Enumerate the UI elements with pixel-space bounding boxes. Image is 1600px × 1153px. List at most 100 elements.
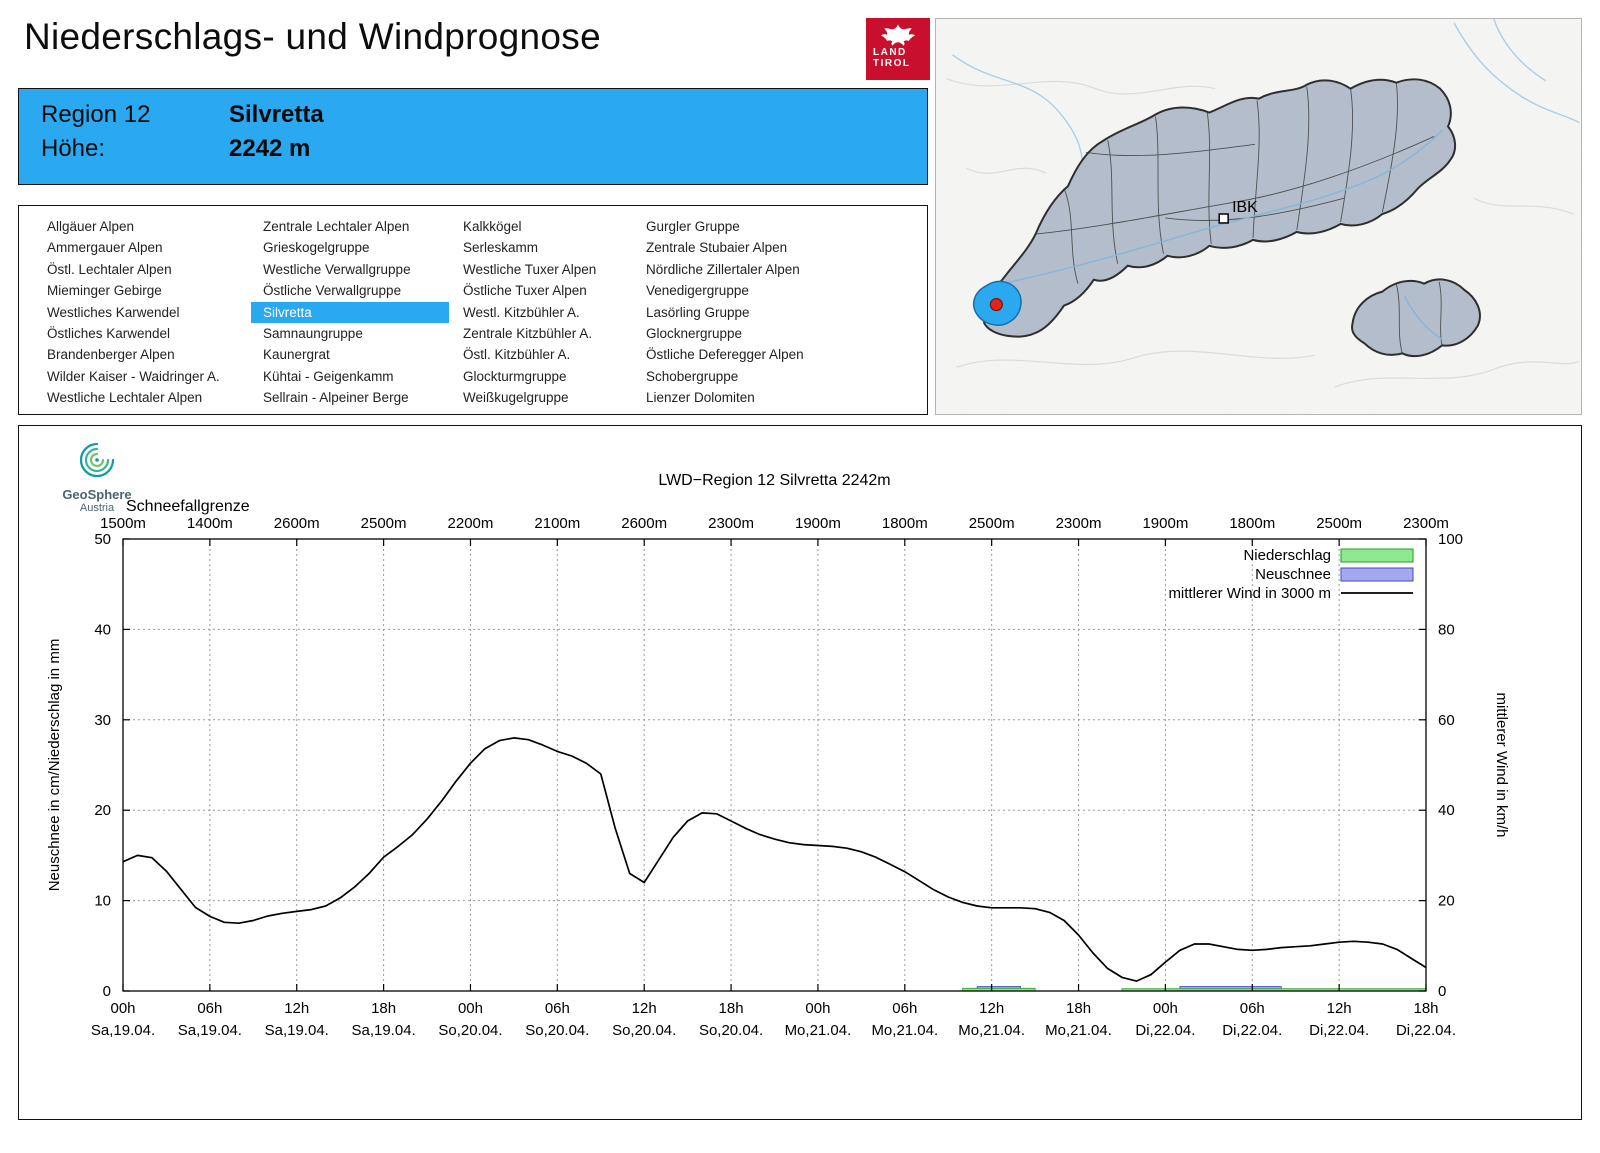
region-list-column: Allgäuer Alpen Ammergauer Alpen Östl. Lech… <box>35 216 251 409</box>
svg-text:LWD−Region 12 Silvretta 2242m: LWD−Region 12 Silvretta 2242m <box>658 472 890 489</box>
region-list-item[interactable]: Westl. Kitzbühler A. <box>463 304 580 320</box>
region-list-item[interactable]: Schobergruppe <box>646 368 739 384</box>
region-list-item[interactable]: Kühtai - Geigenkamm <box>263 368 394 384</box>
region-list-item[interactable]: Grieskogelgruppe <box>263 240 370 256</box>
svg-text:2300m: 2300m <box>1403 515 1449 532</box>
region-list-item[interactable]: Lienzer Dolomiten <box>646 390 755 406</box>
svg-text:Mo,21.04.: Mo,21.04. <box>871 1022 938 1039</box>
svg-text:Niederschlag: Niederschlag <box>1243 547 1331 564</box>
svg-text:Di,22.04.: Di,22.04. <box>1135 1022 1195 1039</box>
svg-text:Sa,19.04.: Sa,19.04. <box>351 1022 415 1039</box>
region-list-item[interactable]: Östliches Karwendel <box>47 326 171 342</box>
map-ridges <box>946 78 1579 388</box>
region-list-item[interactable]: Zentrale Lechtaler Alpen <box>263 219 410 234</box>
svg-text:Neuschnee in cm/Niederschlag i: Neuschnee in cm/Niederschlag in mm <box>46 639 63 892</box>
geosphere-swirl-icon <box>79 442 115 478</box>
geosphere-logo: GeoSphere Austria <box>45 440 149 514</box>
svg-text:00h: 00h <box>1153 1000 1178 1017</box>
forecast-chart-svg: LWD−Region 12 Silvretta 2242m Schneefallg… <box>46 472 1510 1039</box>
region-list-column: Zentrale Lechtaler Alpen Grieskogelgruppe… <box>251 216 449 409</box>
svg-text:00h: 00h <box>110 1000 135 1017</box>
region-name-value: Silvretta <box>229 101 324 128</box>
elevation-label: Höhe: <box>41 135 106 162</box>
region-list-item[interactable]: Zentrale Stubaier Alpen <box>646 240 788 256</box>
region-list-item[interactable]: Westliche Lechtaler Alpen <box>47 390 203 406</box>
svg-text:00h: 00h <box>805 1000 830 1017</box>
svg-text:Sa,19.04.: Sa,19.04. <box>91 1022 155 1039</box>
region-list-item[interactable]: Östliche Verwallgruppe <box>263 283 402 299</box>
svg-text:60: 60 <box>1438 712 1455 729</box>
region-list: Allgäuer Alpen Ammergauer Alpen Östl. Lech… <box>18 205 928 415</box>
svg-text:Mo,21.04.: Mo,21.04. <box>1045 1022 1112 1039</box>
region-list-item[interactable]: Westliche Tuxer Alpen <box>463 261 597 277</box>
svg-text:2500m: 2500m <box>361 515 407 532</box>
region-list-column: Kalkkögel Serleskamm Westliche Tuxer Alpen… <box>451 216 643 409</box>
map-inn-river <box>1002 129 1443 340</box>
map-region-borders <box>1036 82 1435 284</box>
svg-text:80: 80 <box>1438 621 1455 638</box>
tirol-eagle-icon <box>880 24 916 46</box>
region-list-item[interactable]: Glocknergruppe <box>646 326 743 342</box>
map-east-tirol[interactable] <box>1351 278 1481 358</box>
svg-text:18h: 18h <box>1413 1000 1438 1017</box>
svg-text:So,20.04.: So,20.04. <box>525 1022 589 1039</box>
region-list-item[interactable]: Östliche Tuxer Alpen <box>463 283 587 299</box>
geosphere-sub: Austria <box>79 502 115 514</box>
region-list-item[interactable]: Mieminger Gebirge <box>47 283 162 299</box>
region-list-item[interactable]: Zentrale Kitzbühler A. <box>463 326 593 342</box>
region-list-item[interactable]: Glockturmgruppe <box>463 368 567 384</box>
svg-text:1900m: 1900m <box>1142 515 1188 532</box>
region-list-item[interactable]: Östl. Kitzbühler A. <box>463 347 571 363</box>
region-list-item[interactable]: Venedigergruppe <box>646 283 749 299</box>
region-list-item[interactable]: Nördliche Zillertaler Alpen <box>646 261 800 277</box>
region-list-item[interactable]: Gurgler Gruppe <box>646 219 740 234</box>
svg-text:20: 20 <box>1438 893 1455 910</box>
region-list-item[interactable]: Ammergauer Alpen <box>47 240 163 256</box>
region-list-item[interactable]: Allgäuer Alpen <box>47 219 135 234</box>
region-list-item[interactable]: Östliche Deferegger Alpen <box>646 347 804 363</box>
svg-text:1500m: 1500m <box>100 515 146 532</box>
region-list-item[interactable]: Westliches Karwendel <box>47 304 180 320</box>
svg-text:So,20.04.: So,20.04. <box>699 1022 763 1039</box>
map-ibk-marker <box>1218 213 1229 224</box>
region-list-item[interactable]: Brandenberger Alpen <box>47 347 175 363</box>
svg-text:2200m: 2200m <box>448 515 494 532</box>
svg-text:2100m: 2100m <box>534 515 580 532</box>
region-list-item[interactable]: Östl. Lechtaler Alpen <box>47 261 172 277</box>
svg-text:12h: 12h <box>1327 1000 1352 1017</box>
svg-text:Schneefallgrenze: Schneefallgrenze <box>126 498 250 515</box>
region-list-item[interactable]: Kaunergrat <box>263 347 330 363</box>
land-tirol-logo: LAND TIROL <box>866 18 930 80</box>
svg-text:2500m: 2500m <box>969 515 1015 532</box>
svg-text:06h: 06h <box>1240 1000 1265 1017</box>
svg-text:12h: 12h <box>632 1000 657 1017</box>
region-list-item[interactable]: Lasörling Gruppe <box>646 304 750 320</box>
page-title: Niederschlags- und Windprognose <box>24 16 601 57</box>
region-header-row: Region 12 Silvretta <box>19 101 927 129</box>
svg-text:10: 10 <box>94 893 111 910</box>
svg-text:18h: 18h <box>1066 1000 1091 1017</box>
elevation-value: 2242 m <box>229 135 311 162</box>
svg-text:06h: 06h <box>545 1000 570 1017</box>
region-list-item-selected[interactable]: Silvretta <box>251 301 449 324</box>
svg-text:1800m: 1800m <box>882 515 928 532</box>
svg-text:2300m: 2300m <box>708 515 754 532</box>
region-list-item[interactable]: Sellrain - Alpeiner Berge <box>263 390 409 406</box>
map-north-tirol[interactable] <box>982 78 1456 338</box>
region-list-item[interactable]: Serleskamm <box>463 240 539 256</box>
region-list-item[interactable]: Westliche Verwallgruppe <box>263 261 411 277</box>
region-list-item[interactable]: Samnaungruppe <box>263 326 363 342</box>
region-list-item[interactable]: Kalkkögel <box>463 219 522 234</box>
region-list-item[interactable]: Wilder Kaiser - Waidringer A. <box>47 368 220 384</box>
tirol-map[interactable]: IBK <box>935 18 1582 415</box>
svg-text:50: 50 <box>94 531 111 548</box>
region-list-item[interactable]: Weißkugelgruppe <box>463 390 569 406</box>
svg-text:2600m: 2600m <box>274 515 320 532</box>
forecast-chart-panel: LWD−Region 12 Silvretta 2242m Schneefallg… <box>18 425 1582 1120</box>
map-selected-region-dot <box>989 297 1003 312</box>
svg-text:Di,22.04.: Di,22.04. <box>1222 1022 1282 1039</box>
svg-text:20: 20 <box>94 802 111 819</box>
svg-text:So,20.04.: So,20.04. <box>438 1022 502 1039</box>
svg-text:Sa,19.04.: Sa,19.04. <box>178 1022 242 1039</box>
svg-text:2500m: 2500m <box>1316 515 1362 532</box>
